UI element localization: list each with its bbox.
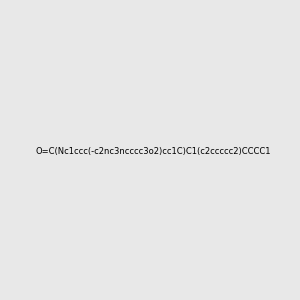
Text: O=C(Nc1ccc(-c2nc3ncccc3o2)cc1C)C1(c2ccccc2)CCCC1: O=C(Nc1ccc(-c2nc3ncccc3o2)cc1C)C1(c2cccc… bbox=[36, 147, 272, 156]
